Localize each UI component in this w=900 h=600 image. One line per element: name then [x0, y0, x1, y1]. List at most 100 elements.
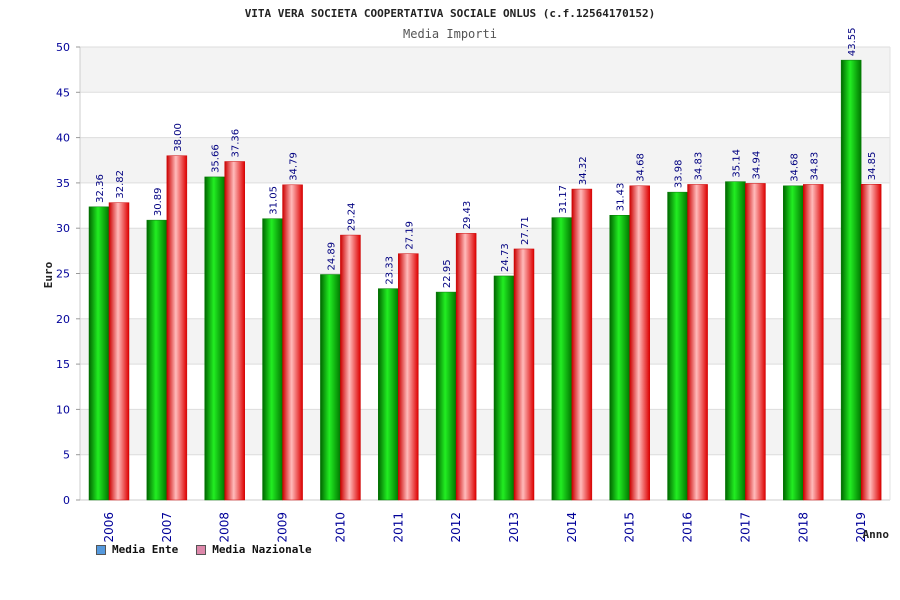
y-tick-label: 40	[56, 132, 70, 145]
y-tick-label: 10	[56, 403, 70, 416]
y-tick-label: 30	[56, 222, 70, 235]
value-label: 34.94	[751, 151, 762, 180]
value-labels: 32.36 32.82 30.89 38.00 35.66 37.36 31.05 34.79…	[95, 27, 878, 288]
bar-media-ente-2018	[783, 185, 804, 501]
x-axis-ticks: 2006 2007 2008 2009 2010 2011 2012 2013 2014 2015…	[102, 512, 868, 543]
x-tick-label: 2006	[102, 512, 116, 543]
bar-media-ente-2012	[435, 291, 457, 501]
x-tick-label: 2017	[738, 512, 752, 543]
plot-band	[80, 409, 890, 455]
legend-item-media-nazionale: Media Nazionale	[196, 543, 312, 556]
y-tick-label: 0	[63, 494, 70, 507]
bar-media-nazionale-2013	[513, 248, 535, 501]
value-label: 31.05	[269, 186, 280, 215]
x-tick-label: 2007	[160, 512, 174, 543]
bar-media-nazionale-2010	[340, 234, 361, 501]
x-tick-label: 2015	[623, 512, 637, 543]
plot-band	[80, 273, 890, 319]
value-label: 31.17	[558, 185, 569, 214]
x-tick-label: 2010	[333, 512, 347, 543]
legend-label-nazionale: Media Nazionale	[212, 543, 312, 556]
bar-media-ente-2011	[378, 288, 399, 501]
x-tick-label: 2009	[276, 512, 290, 543]
bar-media-ente-2010	[320, 274, 341, 501]
x-tick-label: 2008	[218, 512, 232, 543]
value-label: 27.19	[404, 221, 415, 250]
x-tick-label: 2012	[449, 512, 463, 543]
bar-media-ente-2013	[493, 275, 515, 501]
bar-media-ente-2006	[88, 206, 110, 501]
value-label: 27.71	[520, 216, 531, 245]
y-tick-label: 20	[56, 313, 70, 326]
value-label: 32.36	[95, 174, 106, 203]
y-tick-label: 45	[56, 86, 70, 99]
plot-band	[80, 454, 890, 500]
value-label: 23.33	[384, 256, 395, 285]
bar-media-nazionale-2015	[629, 185, 650, 501]
bar-media-ente-2008	[204, 176, 225, 501]
value-label: 31.43	[616, 183, 627, 212]
x-tick-label: 2011	[391, 512, 405, 543]
legend-swatch-nazionale	[196, 544, 207, 555]
y-axis-label: Euro	[42, 261, 55, 288]
value-label: 34.83	[694, 152, 705, 181]
plot-band	[80, 92, 890, 138]
chart-title: VITA VERA SOCIETA COOPERTATIVA SOCIALE O…	[245, 7, 656, 20]
value-label: 38.00	[173, 123, 184, 152]
bar-media-ente-2017	[725, 181, 746, 501]
value-label: 24.89	[326, 242, 337, 271]
value-label: 34.79	[289, 152, 300, 181]
plot-band	[80, 228, 890, 274]
value-label: 35.66	[211, 144, 222, 173]
x-tick-label: 2018	[796, 512, 810, 543]
bar-media-ente-2014	[551, 217, 573, 501]
value-label: 32.82	[115, 170, 126, 199]
value-label: 37.36	[231, 129, 242, 158]
y-tick-label: 5	[63, 449, 70, 462]
x-tick-label: 2014	[565, 512, 579, 543]
value-label: 30.89	[153, 187, 164, 216]
bar-media-nazionale-2018	[803, 184, 824, 501]
legend: Media Ente Media Nazionale	[96, 543, 312, 556]
bar-media-nazionale-2012	[455, 233, 477, 501]
bar-media-nazionale-2006	[108, 202, 130, 501]
bar-media-nazionale-2009	[282, 184, 303, 501]
plot-band	[80, 137, 890, 183]
value-label: 24.73	[500, 243, 511, 272]
bar-media-nazionale-2019	[860, 184, 882, 501]
y-tick-label: 50	[56, 41, 70, 54]
plot-band	[80, 182, 890, 229]
chart-subtitle: Media Importi	[403, 27, 497, 41]
y-tick-label: 25	[56, 268, 70, 281]
plot-band	[80, 364, 890, 410]
bar-media-nazionale-2007	[166, 155, 188, 501]
x-tick-label: 2019	[854, 512, 868, 543]
bar-media-ente-2007	[146, 219, 168, 501]
x-tick-label: 2013	[507, 512, 521, 543]
value-label: 29.24	[346, 202, 357, 231]
bar-media-ente-2019	[840, 59, 862, 501]
y-axis-ticks: 0 5 10 15 20 25 30 35 40 45 50	[56, 41, 80, 507]
y-tick-label: 35	[56, 177, 70, 190]
legend-item-media-ente: Media Ente	[96, 543, 178, 556]
x-tick-label: 2016	[681, 512, 695, 543]
plot-band	[80, 318, 890, 365]
bar-media-nazionale-2017	[745, 183, 766, 501]
value-label: 34.85	[867, 152, 878, 181]
bar-media-nazionale-2011	[398, 253, 419, 501]
y-tick-label: 15	[56, 358, 70, 371]
bar-media-nazionale-2008	[224, 161, 245, 501]
bar-media-ente-2016	[667, 191, 688, 501]
bar-media-nazionale-2014	[571, 188, 593, 501]
bars	[88, 59, 882, 501]
plot-band	[80, 47, 890, 93]
value-label: 35.14	[731, 149, 742, 178]
value-label: 34.83	[809, 152, 820, 181]
value-label: 33.98	[674, 160, 685, 189]
bar-media-ente-2009	[262, 218, 283, 501]
value-label: 34.32	[578, 156, 589, 185]
value-label: 34.68	[789, 153, 800, 182]
legend-swatch-ente	[96, 544, 106, 555]
value-label: 34.68	[636, 153, 647, 182]
